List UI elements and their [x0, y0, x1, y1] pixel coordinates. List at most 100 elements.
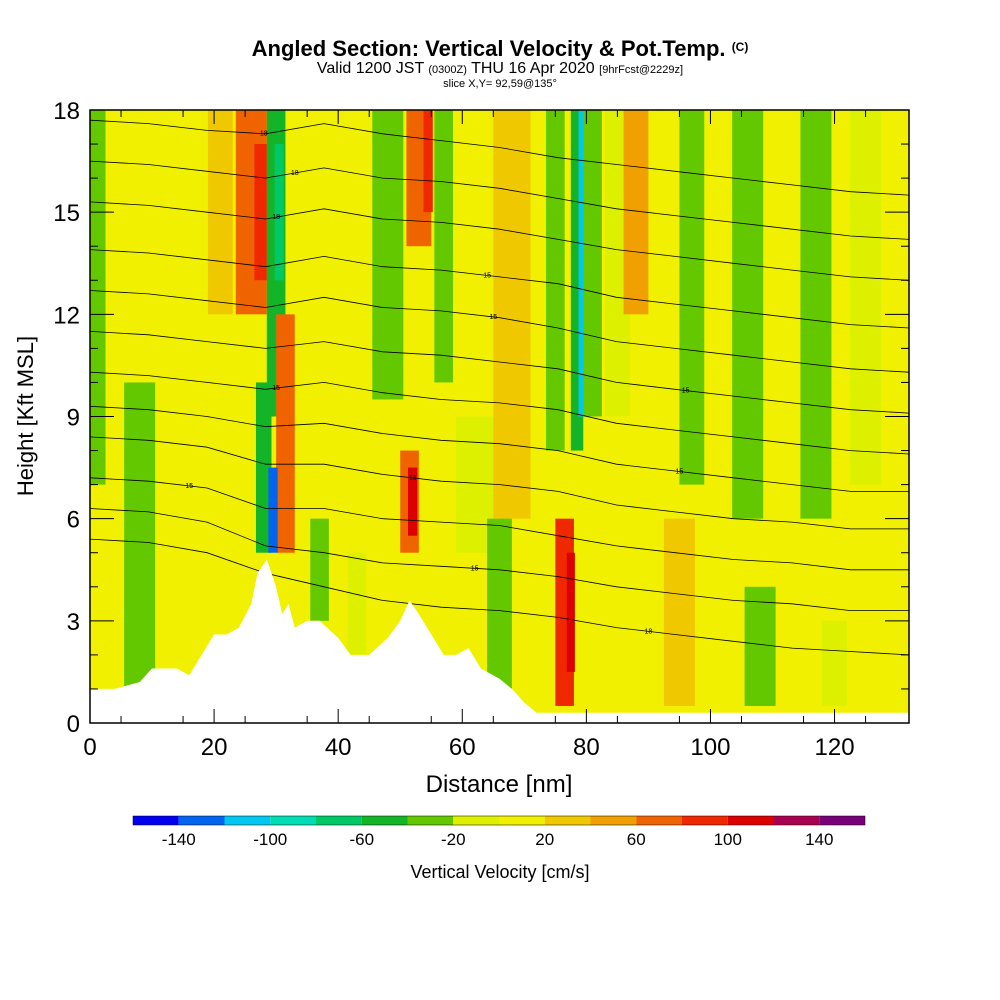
x-tick-label: 40 — [325, 734, 352, 761]
axes: 0 20 40 60 80 100 120 0 3 6 9 12 15 18 — [53, 98, 909, 761]
isoline-label: 18 — [260, 131, 268, 138]
velocity-cell — [254, 144, 267, 281]
theta-isoline — [90, 249, 909, 329]
terrain-shape — [90, 559, 909, 723]
chart-title: Angled Section: Vertical Velocity & Pot.… — [251, 36, 749, 61]
colorbar-swatch — [453, 816, 499, 825]
velocity-cell — [566, 552, 575, 672]
velocity-cell — [434, 110, 453, 383]
theta-isoline — [90, 331, 909, 414]
colorbar-swatch — [819, 816, 865, 825]
colorbar-swatch — [682, 816, 728, 825]
theta-isoline — [90, 201, 909, 281]
colorbar-tick-label: 100 — [714, 830, 742, 849]
y-tick-label: 18 — [53, 98, 80, 125]
velocity-cell — [493, 110, 531, 519]
theta-isoline — [90, 508, 909, 611]
colorbar-swatch — [636, 816, 682, 825]
colorbar-swatch — [773, 816, 820, 825]
isoline-label: 15 — [483, 272, 491, 279]
velocity-cell — [800, 110, 832, 519]
colorbar-tick-label: -60 — [349, 830, 374, 849]
velocity-cell — [268, 467, 278, 553]
y-tick-label: 15 — [53, 200, 80, 227]
isoline-label: 15 — [272, 385, 280, 392]
isoline-label: 15 — [409, 475, 417, 482]
colorbar-swatch — [316, 816, 362, 825]
theta-isoline — [90, 160, 909, 240]
theta-isoline — [90, 371, 909, 455]
isoline-label: 18 — [645, 628, 653, 635]
colorbar-label: Vertical Velocity [cm/s] — [410, 862, 590, 882]
y-tick-label: 3 — [67, 609, 80, 636]
colorbar-swatch — [590, 816, 637, 825]
velocity-cell — [679, 110, 705, 485]
valid-zulu: (0300Z) — [428, 64, 467, 76]
velocity-cell — [546, 110, 565, 451]
colorbar-swatch — [133, 816, 179, 825]
x-tick-label: 20 — [201, 734, 228, 761]
theta-isoline — [90, 477, 909, 571]
x-tick-label: 100 — [690, 734, 730, 761]
velocity-cell — [822, 620, 847, 706]
colorbar-swatch — [178, 816, 225, 825]
x-tick-label: 60 — [449, 734, 476, 761]
theta-isoline — [90, 119, 909, 196]
colorbar-frame — [132, 815, 866, 826]
theta-isoline — [90, 405, 909, 492]
velocity-cell — [124, 382, 156, 689]
colorbar-tick-label: 20 — [535, 830, 554, 849]
velocity-cell — [90, 110, 106, 485]
y-tick-label: 0 — [67, 711, 80, 738]
colorbar-swatch — [499, 816, 545, 825]
velocity-cell — [663, 518, 695, 706]
colorbar-swatch — [544, 816, 591, 825]
velocity-cell — [850, 110, 882, 485]
x-tick-label: 120 — [815, 734, 855, 761]
velocity-cell — [347, 552, 367, 655]
velocity-cell — [310, 518, 329, 621]
velocity-cell — [456, 416, 494, 553]
velocity-cell — [583, 110, 602, 417]
velocity-cell — [255, 382, 272, 553]
velocity-cell — [274, 144, 284, 281]
velocity-cell — [487, 518, 512, 689]
y-tick-label: 9 — [67, 405, 80, 432]
colorbar-tick-label: 60 — [627, 830, 646, 849]
slice-info: slice X,Y= 92,59@135° — [443, 78, 557, 90]
isoline-label: 18 — [272, 214, 280, 221]
isoline-label: 15 — [682, 387, 690, 394]
colorbar-tick-label: -100 — [253, 830, 287, 849]
isoline-label: 15 — [676, 469, 684, 476]
isoline-label: 15 — [471, 565, 479, 572]
forecast-info: [9hrFcst@2229z] — [599, 64, 684, 76]
terrain-mask — [90, 559, 909, 723]
velocity-cell — [423, 110, 433, 213]
x-tick-label: 0 — [83, 734, 96, 761]
title-tag: (C) — [731, 40, 749, 54]
colorbar-tick-label: -140 — [162, 830, 196, 849]
colorbar-swatch — [407, 816, 454, 825]
velocity-cell — [732, 110, 764, 519]
theta-isoline — [90, 436, 909, 530]
y-tick-label: 12 — [53, 302, 80, 329]
velocity-cell — [276, 314, 295, 553]
colorbar-swatch — [361, 816, 408, 825]
isoline-label: 15 — [489, 314, 497, 321]
colorbar: -140 -100 -60 -20 20 60 100 140 — [132, 815, 866, 849]
x-tick-label: 80 — [573, 734, 600, 761]
colorbar-tick-label: 140 — [805, 830, 833, 849]
colorbar-tick-label: -20 — [441, 830, 466, 849]
theta-isoline — [90, 538, 909, 656]
isoline-label: 15 — [185, 483, 193, 490]
velocity-cell — [744, 586, 776, 706]
chart-subtitle: Valid 1200 JST (0300Z) THU 16 Apr 2020 [… — [316, 60, 684, 77]
velocity-cell — [372, 110, 404, 400]
isoline-label: 18 — [291, 170, 299, 177]
colorbar-swatch — [727, 816, 774, 825]
potential-temperature-contours: 18 18 18 15 15 15 15 15 15 15 15 18 — [90, 119, 909, 656]
colorbar-swatch — [224, 816, 271, 825]
y-tick-label: 6 — [67, 507, 80, 534]
theta-isoline — [90, 290, 909, 373]
